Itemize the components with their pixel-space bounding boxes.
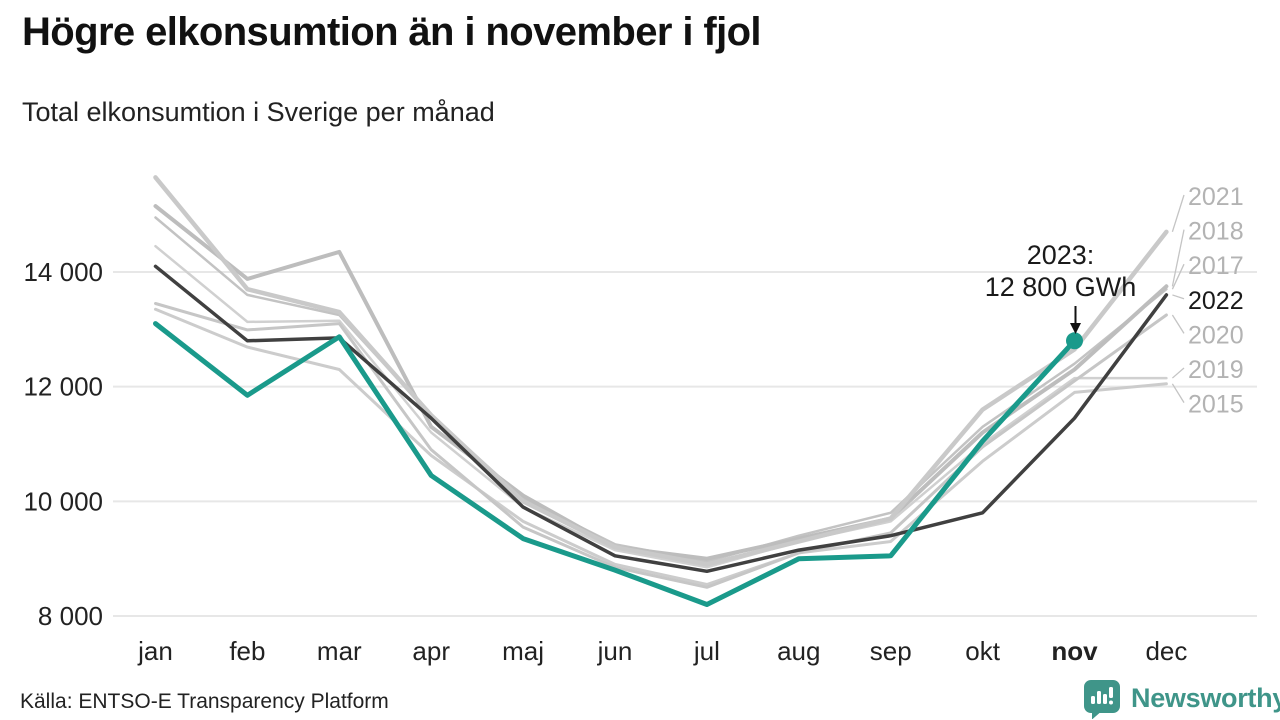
- x-tick-label-mar: mar: [317, 636, 362, 666]
- year-label-2020: 2020: [1188, 321, 1244, 349]
- x-tick-label-apr: apr: [412, 636, 450, 666]
- x-tick-label-aug: aug: [777, 636, 820, 666]
- year-label-2018: 2018: [1188, 218, 1244, 246]
- leader-2017: [1171, 263, 1185, 290]
- series-2015-line: [154, 307, 1168, 586]
- leader-2018: [1171, 229, 1185, 287]
- x-tick-label-okt: okt: [965, 636, 1000, 666]
- series-2018-line: [153, 204, 1169, 561]
- leader-2021: [1171, 194, 1185, 233]
- series-2023-line: [153, 321, 1077, 607]
- brand-name: Newsworthy: [1131, 682, 1280, 713]
- x-tick-label-jul: jul: [693, 636, 720, 666]
- annotation-arrow-head: [1070, 323, 1081, 334]
- x-tick-label-feb: feb: [229, 636, 265, 666]
- logo-bubble: [1084, 680, 1120, 719]
- page-title: Högre elkonsumtion än i november i fjol: [22, 10, 762, 54]
- logo-bar-1: [1091, 696, 1095, 704]
- series-2022-line: [153, 264, 1169, 574]
- leader-2015: [1171, 383, 1185, 403]
- leader-2019: [1171, 367, 1185, 379]
- x-tick-label-maj: maj: [502, 636, 544, 666]
- y-tick-label: 14 000: [23, 257, 103, 287]
- y-tick-label: 12 000: [23, 372, 103, 402]
- annotation-line1: 2023:: [1027, 240, 1095, 270]
- annotation-line2: 12 800 GWh: [985, 272, 1137, 302]
- highlight-dot: [1066, 332, 1083, 350]
- series-2019-line: [154, 244, 1168, 569]
- x-tick-label-jun: jun: [597, 636, 633, 666]
- y-tick-label: 8 000: [38, 601, 103, 631]
- series-2020-line: [154, 302, 1168, 589]
- newsworthy-logo: Newsworthy: [1082, 677, 1280, 719]
- y-tick-label: 10 000: [23, 486, 103, 516]
- leader-2022: [1172, 294, 1185, 300]
- logo-exclamation-dot: [1109, 700, 1113, 705]
- year-label-2019: 2019: [1188, 356, 1244, 384]
- year-label-2015: 2015: [1188, 391, 1244, 419]
- newsworthy-icon: [1084, 680, 1120, 719]
- leader-2020: [1171, 314, 1185, 334]
- x-tick-label-dec: dec: [1145, 636, 1187, 666]
- x-tick-label-nov: nov: [1051, 636, 1098, 666]
- source-note: Källa: ENTSO-E Transparency Platform: [20, 690, 389, 713]
- logo-bar-2: [1097, 691, 1101, 704]
- logo-bar-3: [1103, 694, 1107, 704]
- x-tick-label-jan: jan: [137, 636, 173, 666]
- series-2021-line: [153, 175, 1169, 567]
- year-label-2017: 2017: [1188, 252, 1244, 280]
- year-label-2021: 2021: [1188, 183, 1244, 211]
- x-tick-label-sep: sep: [870, 636, 912, 666]
- chart-subtitle: Total elkonsumtion i Sverige per månad: [22, 97, 495, 127]
- year-label-2022: 2022: [1188, 287, 1244, 315]
- logo-exclamation-bar: [1109, 687, 1113, 698]
